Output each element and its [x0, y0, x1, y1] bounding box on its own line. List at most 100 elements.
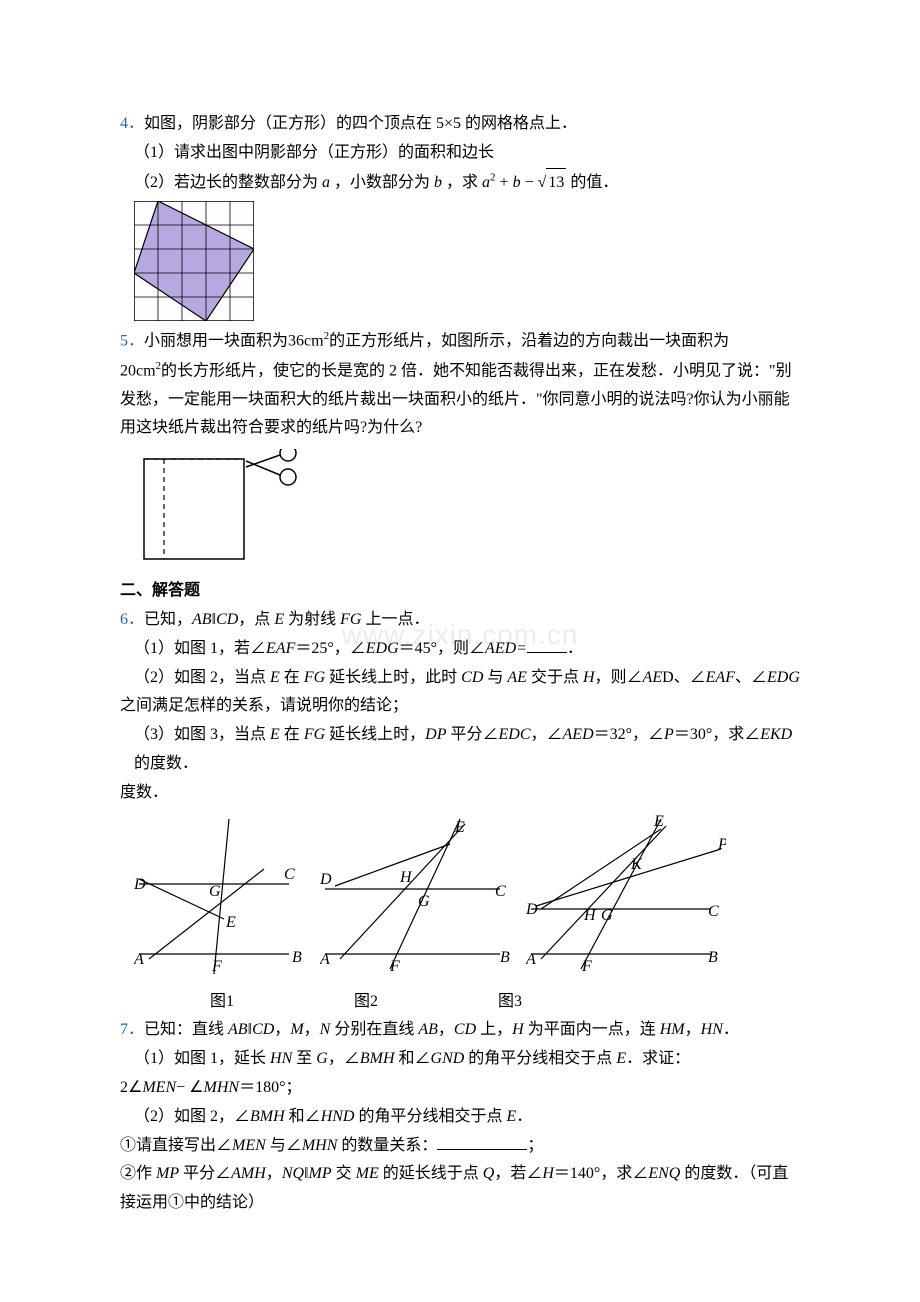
q6-p2f: ，则∠	[595, 669, 643, 686]
q6-cap1: 图1	[210, 988, 234, 1017]
q6-captions: 图1 图2 图3	[210, 988, 800, 1017]
q7-number: 7．	[120, 1021, 144, 1038]
q7-c1c: 的数量关系：	[337, 1137, 437, 1154]
q6-eq25: ＝25°，∠	[295, 640, 365, 657]
q5-scissor-figure	[134, 449, 324, 569]
q6-p3c: 延长线上时，	[325, 726, 425, 743]
q6-E: E	[274, 611, 284, 628]
q6-EDG: EDG	[366, 640, 399, 657]
q7-ABCD: AB‖CD	[228, 1021, 274, 1038]
q6-p2c: 延长线上时，此时	[325, 669, 461, 686]
q7-CD: CD	[454, 1021, 476, 1038]
q6-EAF: EAF	[266, 640, 295, 657]
q7-BMH2: BMH	[250, 1108, 285, 1125]
q6-part2: （2）如图 2，当点 E 在 FG 延长线上时，此时 CD 与 AE 交于点 H…	[120, 664, 800, 693]
q5-c: 的长方形纸片，使它的长是宽的 2 倍．她不知能否裁得出来，正在发愁．小明见了说：…	[120, 362, 792, 437]
q7-c2a: ②作	[120, 1165, 156, 1182]
q6-p3d: 平分∠	[446, 726, 498, 743]
q6-part1: （1）如图 1，若∠EAF＝25°，∠EDG＝45°，则∠AED=．	[120, 635, 800, 664]
q6-blank1	[527, 637, 567, 653]
svg-text:C: C	[284, 866, 295, 883]
svg-text:G: G	[209, 883, 221, 900]
q6-part3: （3）如图 3，当点 E 在 FG 延长线上时，DP 平分∠EDC，∠AED=A…	[120, 721, 800, 779]
q6-s2: ，点	[238, 611, 274, 628]
svg-text:B: B	[708, 949, 718, 966]
q5-area1: 36cm	[288, 333, 324, 350]
q4-b: b	[513, 174, 521, 191]
q7-circ1: ①请直接写出∠MEN 与∠MHN 的数量关系：；	[120, 1132, 800, 1161]
q6-figure-row: DC AB GE F DC AB EH GF	[134, 814, 800, 984]
svg-text:A: A	[134, 951, 144, 968]
q7-p1c: ，∠	[328, 1050, 360, 1067]
q6-FG: FG	[340, 611, 361, 628]
q7-s1: 已知：直线	[144, 1021, 228, 1038]
svg-text:H: H	[399, 869, 413, 886]
q6-s4: 上一点．	[361, 611, 429, 628]
q4-p2-open: （2）若边长的整数部分为	[134, 174, 318, 191]
q7-p1a: （1）如图 1，延长	[134, 1050, 270, 1067]
q7-HN: HN	[701, 1021, 723, 1038]
q6-eq45: ＝45°，则∠	[399, 640, 485, 657]
svg-text:G: G	[601, 907, 613, 924]
svg-text:E: E	[454, 819, 465, 836]
svg-text:E: E	[225, 914, 236, 931]
q6-E2: E	[270, 669, 280, 686]
q7-s2: ，	[274, 1021, 290, 1038]
q7-N: N	[320, 1021, 331, 1038]
q7-p2b: 和∠	[285, 1108, 321, 1125]
q4-plus: +	[496, 174, 513, 191]
q6-EDG2: EDG	[767, 669, 800, 686]
svg-text:A: A	[320, 951, 330, 968]
svg-text:K: K	[630, 856, 643, 873]
q6-fig3: DC AB EP KH GF	[526, 814, 726, 984]
q7-2ang: 2∠	[120, 1079, 142, 1096]
q7-AMH: AMH	[231, 1165, 266, 1182]
q6-AED: AED=	[485, 640, 527, 657]
q6-AED2: AE	[643, 669, 663, 686]
q7-GND: GND	[431, 1050, 465, 1067]
q6-s1: 已知，	[144, 611, 192, 628]
q7-c2g: ＝140°，求∠	[554, 1165, 648, 1182]
q4-part1: （1）请求出图中阴影部分（正方形）的面积和边长	[120, 139, 800, 168]
q7-MHN: MHN	[204, 1079, 240, 1096]
q7-HND: HND	[321, 1108, 355, 1125]
q7-c2f: ，若∠	[494, 1165, 542, 1182]
svg-text:D: D	[134, 876, 146, 893]
q6-cap2: 图2	[354, 988, 378, 1017]
q7-M: M	[290, 1021, 303, 1038]
q7-HM: HM	[660, 1021, 685, 1038]
q6-EAF2: EAF	[706, 669, 735, 686]
q7-p1d: 和∠	[395, 1050, 431, 1067]
q7-H2: H	[542, 1165, 554, 1182]
q6-s3: 为射线	[284, 611, 340, 628]
q7-MEN: MEN	[142, 1079, 176, 1096]
svg-text:F: F	[211, 958, 222, 975]
q7-circ2: ②作 MP 平分∠AMH，NQ‖MP 交 ME 的延长线于点 Q，若∠H＝140…	[120, 1160, 800, 1218]
q7-MHN2: MHN	[302, 1137, 338, 1154]
q6-EDC: EDC	[499, 726, 531, 743]
q7-MEN2: MEN	[232, 1137, 266, 1154]
q6-part2b: 之间满足怎样的关系，请说明你的结论；	[120, 692, 800, 721]
q5-stem: 5．小丽想用一块面积为36cm2的正方形纸片，如图所示，沿着边的方向裁出一块面积…	[120, 327, 800, 356]
svg-text:P: P	[717, 836, 726, 853]
q7-part1-eq: 2∠MEN− ∠MHN＝180°；	[120, 1074, 800, 1103]
svg-text:F: F	[581, 958, 592, 975]
q7-p2c: 的角平分线相交于点	[354, 1108, 506, 1125]
q7-p1e: 的角平分线相交于点	[464, 1050, 616, 1067]
svg-text:A: A	[526, 951, 536, 968]
q7-s9: ．	[723, 1021, 739, 1038]
q6-p3b: 在	[280, 726, 304, 743]
q6-P: P	[664, 726, 674, 743]
q7-BMH: BMH	[360, 1050, 395, 1067]
svg-text:B: B	[292, 949, 302, 966]
svg-text:D: D	[526, 901, 538, 918]
q6-AE: AE	[507, 669, 527, 686]
q4-stem: 4．如图，阴影部分（正方形）的四个顶点在 5×5 的网格格点上．	[120, 110, 800, 139]
q7-c2d: 交	[332, 1165, 356, 1182]
q4-expr: a2 + b − √13	[482, 174, 570, 191]
q7-c1d: ；	[527, 1137, 543, 1154]
svg-text:C: C	[495, 883, 506, 900]
q4-a: a	[482, 174, 490, 191]
q7-p1f: ．求证：	[626, 1050, 690, 1067]
q7-ME: ME	[356, 1165, 379, 1182]
